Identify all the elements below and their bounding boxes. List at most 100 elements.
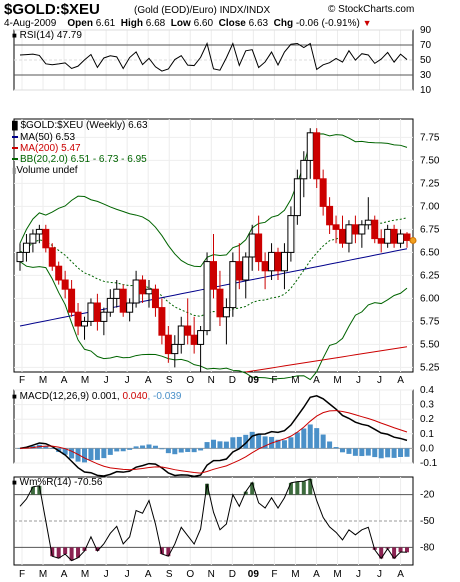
candle-body — [203, 261, 211, 332]
x-tick-label-bottom: J — [356, 569, 361, 580]
macd-histogram-bar — [198, 448, 204, 451]
x-tick-label-bottom: A — [61, 569, 68, 580]
quote-line: 4-Aug-2009 Open 6.61 High 6.68 Low 6.60 … — [4, 18, 372, 29]
macd-histogram-bar — [281, 440, 287, 449]
candle-body — [222, 307, 230, 318]
rsi-label: ■ RSI(14) 47.79 — [12, 30, 82, 41]
wr-label: ■ Wm%R(14) -70.56 — [12, 477, 102, 488]
macd-histogram-bar — [249, 431, 255, 449]
macd-panel: 0.4 0.3 0.2 0.1 0.0 -0.1 — [13, 385, 438, 478]
macd-histogram-bar — [230, 437, 236, 449]
chart-title: $GOLD:$XEU — [4, 1, 100, 18]
wr-tick-label: -80 — [420, 542, 435, 553]
x-tick-label-top: F — [271, 375, 277, 386]
candle-body — [255, 233, 263, 263]
x-tick-label-bottom: J — [104, 569, 109, 580]
macd-histogram-bar — [365, 448, 371, 456]
macd-histogram-bar — [352, 448, 358, 456]
x-tick-label-bottom: D — [229, 569, 236, 580]
candle-body — [242, 256, 250, 281]
x-tick-label-top: M — [333, 375, 341, 386]
x-axis: F F M M A A M M J J J J A A S S O O N N D D 09 09 F F M M A A M M J J J J A A — [19, 375, 404, 580]
candle-body — [119, 288, 127, 313]
candle-body — [397, 233, 405, 244]
candle-body — [364, 219, 372, 226]
close-label: Close — [218, 18, 246, 29]
x-tick-label-bottom: M — [39, 569, 47, 580]
wr-tick-label: -50 — [420, 516, 435, 527]
macd-tick-label: 0.1 — [420, 429, 434, 440]
x-tick-label-top: A — [61, 375, 68, 386]
x-tick-label-bottom: F — [19, 569, 25, 580]
macd-histogram-bar — [211, 439, 216, 449]
candle-body — [16, 251, 24, 263]
macd-histogram-bar — [62, 448, 68, 455]
candle-body — [326, 205, 334, 226]
x-tick-label-top: A — [145, 375, 152, 386]
candlestick-icon: █ — [12, 121, 18, 130]
candle-body — [126, 302, 134, 313]
macd-tick-label: 0.3 — [420, 400, 434, 411]
x-tick-label-bottom: O — [186, 569, 194, 580]
price-tick-label: 5.50 — [420, 339, 440, 350]
brand-label[interactable]: © StockCharts.com — [328, 4, 415, 15]
candle-body — [229, 261, 237, 309]
candle-body — [345, 224, 353, 244]
bb-swatch — [12, 158, 18, 161]
legend-bb-text: BB(20,2.0) 6.51 - 6.73 - 6.95 — [20, 154, 147, 165]
macd-histogram-bar — [217, 441, 223, 449]
x-tick-label-bottom: M — [81, 569, 89, 580]
candle-body — [197, 330, 205, 345]
rsi-tick-label: 30 — [420, 70, 432, 81]
candle-body — [377, 238, 385, 244]
high-value: 6.68 — [145, 18, 166, 29]
macd-histogram-bar — [314, 428, 320, 449]
x-tick-label-top: O — [186, 375, 194, 386]
macd-histogram-bar — [275, 439, 281, 449]
macd-histogram-bar — [307, 424, 313, 449]
legend-bb: BB(20,2.0) 6.51 - 6.73 - 6.95 — [12, 154, 147, 165]
price-tick-label: 6.75 — [420, 224, 440, 235]
macd-histogram-bar — [159, 448, 165, 450]
candle-body — [358, 224, 366, 235]
legend-ma50: MA(50) 6.53 — [12, 132, 75, 143]
candle-body — [48, 247, 56, 267]
macd-histogram-bar — [185, 448, 191, 452]
macd-histogram-bar — [320, 434, 326, 449]
macd-tick-label: -0.1 — [420, 458, 438, 469]
macd-histogram-bar — [256, 433, 262, 449]
macd-histogram-bar — [82, 448, 87, 463]
x-tick-label-top: J — [125, 375, 130, 386]
candle-body — [74, 311, 82, 327]
ma200-swatch — [12, 147, 18, 150]
macd-histogram-bar — [114, 448, 120, 452]
open-value: 6.61 — [95, 18, 116, 29]
candle-body — [145, 288, 153, 295]
candle-body — [280, 251, 288, 272]
candle-body — [55, 265, 63, 281]
candle-body — [177, 325, 185, 345]
x-tick-label-top: A — [313, 375, 320, 386]
x-tick-label-top: J — [356, 375, 361, 386]
candle-body — [184, 325, 192, 336]
candle-body — [248, 233, 256, 258]
candle-body — [106, 297, 114, 313]
macd-histogram-bar — [236, 436, 242, 449]
macd-histogram-bar — [346, 448, 352, 454]
candle-body — [29, 233, 37, 244]
x-tick-label-top: J — [377, 375, 382, 386]
candle-body — [268, 251, 276, 272]
x-tick-label-bottom: J — [377, 569, 382, 580]
candle-body — [293, 178, 301, 217]
rsi-line — [19, 42, 408, 72]
x-tick-label-bottom: F — [271, 569, 277, 580]
macd-histogram-bar — [262, 436, 268, 449]
macd-tick-label: 0.4 — [420, 385, 434, 396]
macd-tick-label: 0.0 — [420, 443, 434, 454]
rsi-tick-label: 50 — [420, 55, 432, 66]
x-tick-label-bottom: A — [145, 569, 152, 580]
x-tick-label-top: A — [397, 375, 404, 386]
x-tick-label-top: D — [229, 375, 236, 386]
price-tick-label: 5.25 — [420, 362, 440, 373]
